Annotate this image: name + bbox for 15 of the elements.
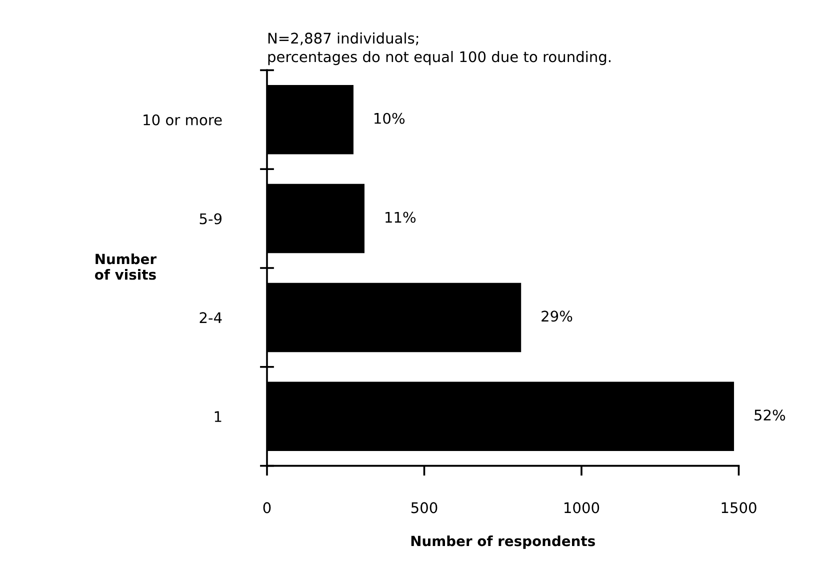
x-axis-title: Number of respondents — [411, 535, 595, 549]
y-axis-title: Number of visits — [94, 254, 157, 280]
text: N=2,887 individuals; percentages do not equal 100 due to rounding. — [268, 32, 610, 66]
y-tick-label: 5-9 — [200, 213, 222, 224]
x-tick-label: 0 — [263, 502, 271, 514]
y-tick-label: 10 or more — [144, 114, 222, 126]
x-tick-label: 1000 — [564, 502, 600, 514]
annotation: 29% — [542, 310, 572, 322]
y-tick-label: 2-4 — [200, 312, 222, 323]
x-tick-label: 500 — [411, 502, 438, 514]
x-tick-label: 1500 — [722, 502, 756, 514]
annotation: 10% — [374, 112, 405, 124]
annotation: 11% — [386, 212, 416, 223]
annotation: 52% — [754, 410, 786, 421]
y-tick-label: 1 — [214, 411, 222, 422]
